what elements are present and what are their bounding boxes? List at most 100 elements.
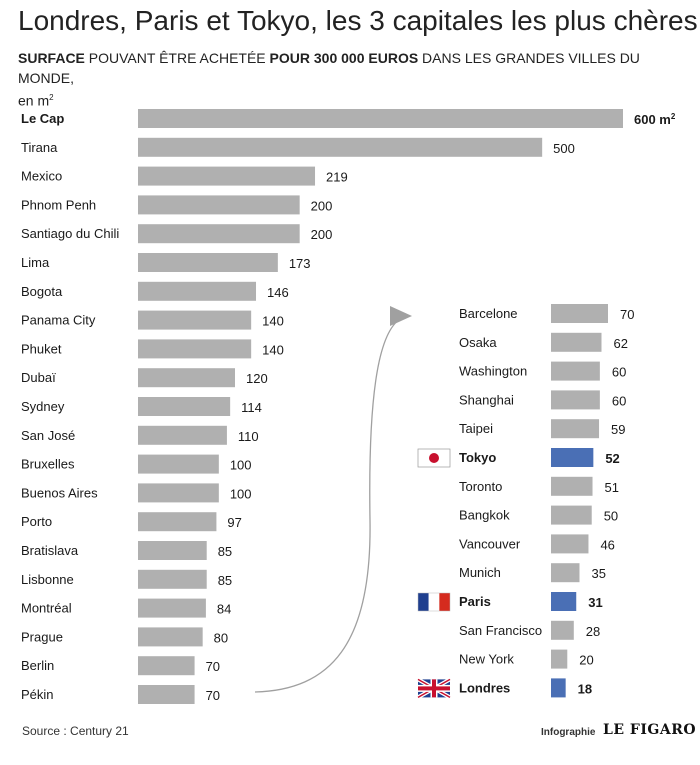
category-label-berlin: Berlin (21, 658, 54, 673)
subtitle-unit-sup: 2 (49, 93, 54, 102)
category-label-santiago-du-chili: Santiago du Chili (21, 226, 119, 241)
value-label-porto: 97 (227, 515, 241, 530)
category-label-prague: Prague (21, 629, 63, 644)
category-label-tirana: Tirana (21, 140, 58, 155)
category-label-sydney: Sydney (21, 399, 65, 414)
bar-prague (138, 627, 203, 647)
category-label-paris: Paris (459, 594, 491, 609)
bar-berlin (138, 656, 195, 676)
category-label-shanghai: Shanghai (459, 392, 514, 407)
category-label-lima: Lima (21, 255, 50, 270)
uk-flag-icon (417, 677, 451, 700)
japan-flag-icon (417, 448, 451, 468)
value-label-bratislava: 85 (218, 544, 232, 559)
subtitle-text-1: POUVANT ÊTRE ACHETÉE (84, 50, 270, 66)
category-label-phnom-penh: Phnom Penh (21, 197, 96, 212)
category-label-washington: Washington (459, 364, 527, 379)
bar-san-francisco (551, 620, 574, 640)
bar-paris (551, 592, 577, 611)
bar-shanghai (551, 390, 600, 410)
category-label-porto: Porto (21, 514, 52, 529)
bar-santiago-du-chili (138, 224, 300, 244)
bar-new-york (551, 649, 568, 669)
bar-phnom-penh (138, 195, 300, 215)
value-label-mexico: 219 (326, 170, 348, 185)
category-label-montreal: Montréal (21, 601, 72, 616)
value-label-santiago-du-chili: 200 (311, 227, 333, 242)
value-unit-sup: 2 (671, 112, 676, 121)
bar-sydney (138, 397, 231, 416)
category-label-londres: Londres (459, 680, 510, 695)
bar-osaka (551, 332, 602, 352)
right-bar-group: Barcelone 70 Osaka 62 Washington 60 Shanghai 60… (417, 304, 634, 700)
bar-taipei (551, 419, 600, 439)
category-label-osaka: Osaka (459, 335, 497, 350)
value-label-dubai: 120 (246, 371, 268, 386)
left-bar-group: Le Cap 600 m2 Tirana 500 Mexico 219 Phnom Penh… (21, 109, 676, 704)
bar-phuket (138, 339, 252, 359)
value-label-shanghai: 60 (612, 393, 626, 408)
bar-tokyo (551, 448, 594, 467)
value-label-osaka: 62 (613, 336, 627, 351)
bar-londres (551, 678, 566, 698)
value-label-pekin: 70 (206, 688, 220, 703)
bar-dubai (138, 368, 235, 388)
value-label-vancouver: 46 (600, 537, 614, 552)
category-label-pekin: Pékin (21, 687, 54, 702)
category-label-le-cap: Le Cap (21, 111, 64, 126)
infographie-credit: Infographie (541, 727, 596, 738)
category-label-bangkok: Bangkok (459, 508, 510, 523)
bar-porto (138, 512, 217, 532)
value-label-sydney: 114 (241, 400, 262, 415)
category-label-toronto: Toronto (459, 479, 502, 494)
le-figaro-logo: LE FIGARO (603, 722, 697, 738)
value-label-montreal: 84 (217, 602, 231, 617)
value-label-taipei: 59 (611, 422, 625, 437)
category-label-munich: Munich (459, 565, 501, 580)
bar-buenos-aires (138, 483, 219, 503)
value-label-munich: 35 (592, 566, 606, 581)
value-label-san-jose: 110 (238, 429, 259, 444)
category-label-san-jose: San José (21, 428, 75, 443)
category-label-dubai: Dubaï (21, 370, 56, 385)
bar-tirana (138, 137, 543, 157)
source-note: Source : Century 21 (22, 724, 129, 738)
value-label-phuket: 140 (262, 342, 284, 357)
category-label-buenos-aires: Buenos Aires (21, 485, 98, 500)
category-label-phuket: Phuket (21, 341, 62, 356)
bar-bruxelles (138, 454, 219, 474)
bar-bogota (138, 281, 257, 301)
value-label-le-cap: 600 m2 (634, 112, 676, 127)
bar-pekin (138, 685, 195, 704)
value-label-bruxelles: 100 (230, 458, 252, 473)
bar-washington (551, 361, 600, 381)
category-label-barcelone: Barcelone (459, 306, 518, 321)
category-label-vancouver: Vancouver (459, 536, 521, 551)
value-label-bogota: 146 (267, 285, 289, 300)
bar-vancouver (551, 534, 589, 554)
value-label-tokyo: 52 (605, 451, 619, 466)
value-label-phnom-penh: 200 (311, 198, 333, 213)
chart-subtitle: SURFACE POUVANT ÊTRE ACHETÉE POUR 300 00… (18, 48, 688, 111)
category-label-new-york: New York (459, 652, 514, 667)
continuation-arrow (254, 315, 409, 693)
bar-bratislava (138, 541, 207, 560)
value-label-paris: 31 (588, 595, 602, 610)
value-label-toronto: 51 (605, 480, 619, 495)
chart-title: Londres, Paris et Tokyo, les 3 capitales… (18, 5, 698, 36)
value-label-lima: 173 (289, 256, 311, 271)
bar-toronto (551, 476, 593, 496)
subtitle-bold-2: POUR 300 000 EUROS (269, 50, 419, 66)
value-label-tirana: 500 (553, 141, 575, 156)
category-label-lisbonne: Lisbonne (21, 572, 74, 587)
value-label-panama-city: 140 (262, 314, 284, 329)
bar-le-cap (138, 109, 623, 128)
value-label-buenos-aires: 100 (230, 486, 252, 501)
value-label-londres: 18 (578, 681, 592, 696)
bar-montreal (138, 598, 206, 618)
category-label-panama-city: Panama City (21, 313, 96, 328)
subtitle-text-2: DANS LES GRANDES VILLES DU MONDE, (18, 50, 640, 86)
bar-lisbonne (138, 569, 207, 589)
value-label-washington: 60 (612, 365, 626, 380)
bar-bangkok (551, 505, 592, 525)
